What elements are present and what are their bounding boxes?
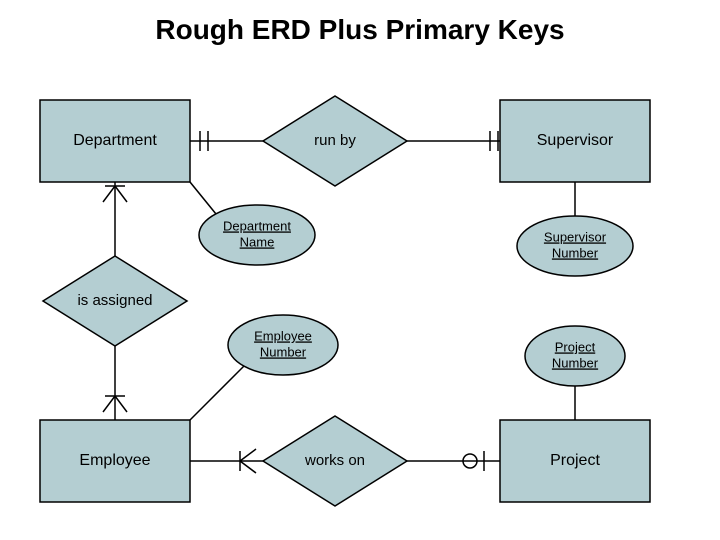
entity-employee-label: Employee [79, 452, 150, 469]
relationship-is_assigned-label: is assigned [77, 292, 152, 309]
attribute-project_number-label2: Number [552, 355, 599, 370]
page-title: Rough ERD Plus Primary Keys [0, 14, 720, 46]
attribute-project_number-label1: Project [555, 339, 596, 354]
relationship-works_on-label: works on [304, 452, 365, 469]
attribute-supervisor_number-label1: Supervisor [544, 229, 607, 244]
attribute-department_name-label1: Department [223, 218, 291, 233]
attribute-employee_number-label1: Employee [254, 328, 312, 343]
relationship-run_by-label: run by [314, 132, 356, 149]
entity-department-label: Department [73, 132, 157, 149]
entity-supervisor-label: Supervisor [537, 132, 614, 149]
attribute-supervisor_number-label2: Number [552, 245, 599, 260]
attribute-department_name-label2: Name [240, 234, 275, 249]
attribute-employee_number-label2: Number [260, 344, 307, 359]
erd-diagram: Department Supervisor Employee Project run b… [0, 0, 720, 540]
entity-project-label: Project [550, 452, 600, 469]
